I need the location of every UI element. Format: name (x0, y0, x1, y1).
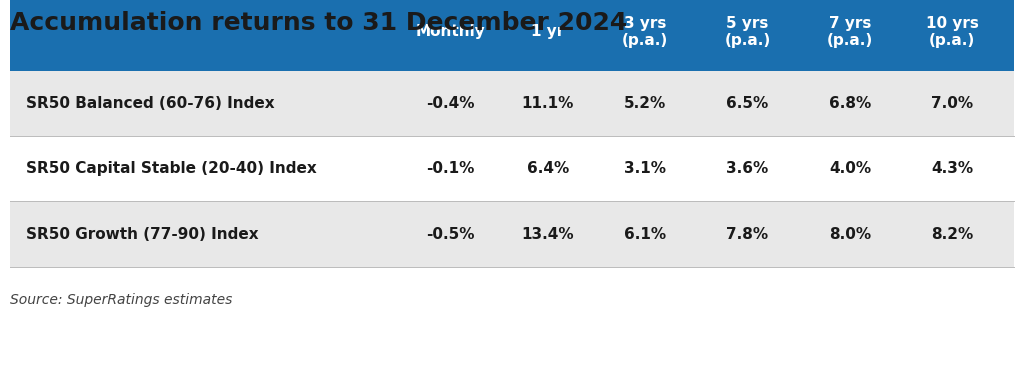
Text: 6.1%: 6.1% (624, 226, 667, 242)
Text: 6.4%: 6.4% (526, 161, 569, 176)
Text: 5.2%: 5.2% (624, 96, 667, 111)
Text: 6.5%: 6.5% (726, 96, 769, 111)
Bar (10, 201, 1014, 267)
Text: 1 yr: 1 yr (531, 24, 564, 39)
Text: -0.4%: -0.4% (426, 96, 475, 111)
Text: -0.5%: -0.5% (426, 226, 475, 242)
Text: 7.8%: 7.8% (726, 226, 769, 242)
Bar (10, 0, 1014, 71)
Bar (10, 71, 1014, 136)
Text: 11.1%: 11.1% (521, 96, 574, 111)
Text: 3.1%: 3.1% (624, 161, 667, 176)
Text: 10 yrs
(p.a.): 10 yrs (p.a.) (926, 16, 979, 48)
Text: 3 yrs
(p.a.): 3 yrs (p.a.) (622, 16, 669, 48)
Text: Accumulation returns to 31 December 2024: Accumulation returns to 31 December 2024 (10, 11, 628, 35)
Text: 5 yrs
(p.a.): 5 yrs (p.a.) (724, 16, 771, 48)
Text: 7.0%: 7.0% (931, 96, 974, 111)
Text: Monthly: Monthly (416, 24, 485, 39)
Text: 3.6%: 3.6% (726, 161, 769, 176)
Text: 13.4%: 13.4% (521, 226, 574, 242)
Text: SR50 Capital Stable (20-40) Index: SR50 Capital Stable (20-40) Index (26, 161, 316, 176)
Bar (10, 136, 1014, 201)
Text: 4.3%: 4.3% (931, 161, 974, 176)
Text: 4.0%: 4.0% (828, 161, 871, 176)
Text: SR50 Balanced (60-76) Index: SR50 Balanced (60-76) Index (26, 96, 274, 111)
Text: 7 yrs
(p.a.): 7 yrs (p.a.) (826, 16, 873, 48)
Text: 8.2%: 8.2% (931, 226, 974, 242)
Text: Source: SuperRatings estimates: Source: SuperRatings estimates (10, 293, 232, 307)
Text: 8.0%: 8.0% (828, 226, 871, 242)
Text: 6.8%: 6.8% (828, 96, 871, 111)
Text: -0.1%: -0.1% (426, 161, 475, 176)
Text: SR50 Growth (77-90) Index: SR50 Growth (77-90) Index (26, 226, 258, 242)
